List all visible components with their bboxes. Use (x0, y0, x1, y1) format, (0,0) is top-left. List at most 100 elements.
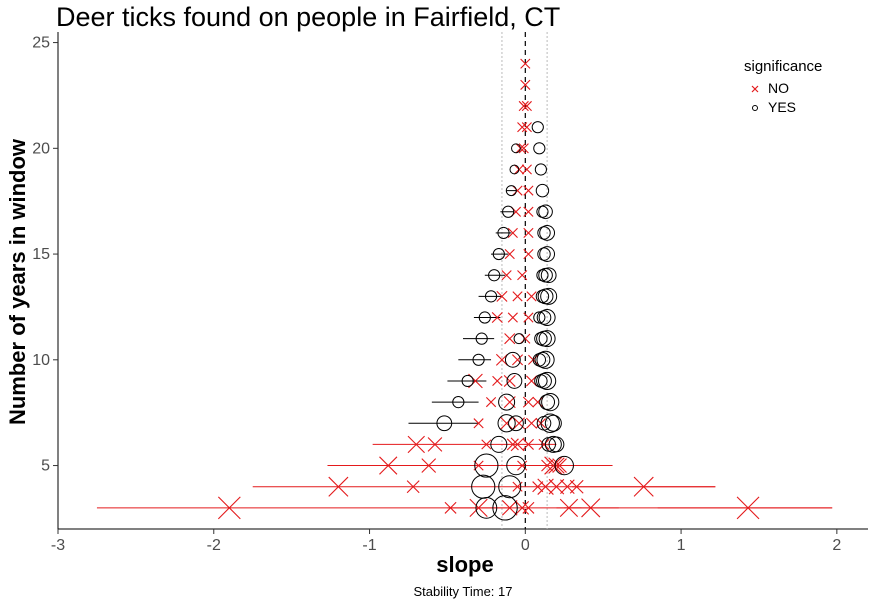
data-point-yes (537, 288, 554, 305)
data-point-no (522, 396, 534, 408)
data-point-yes (536, 350, 555, 369)
legend-title: significance (744, 58, 823, 75)
data-point-yes (504, 351, 521, 368)
circle-marker-icon (752, 104, 758, 111)
legend-label-no: NO (768, 80, 789, 96)
data-point-yes (533, 311, 546, 324)
x-tick-label: -3 (51, 537, 65, 554)
data-point-no (444, 501, 457, 514)
data-point-no (407, 435, 425, 454)
data-point-no (538, 438, 550, 450)
data-point-yes (478, 311, 491, 324)
data-point-yes (513, 333, 525, 345)
data-point-yes (537, 226, 551, 240)
data-point-no (492, 375, 503, 387)
data-point-no (518, 100, 529, 112)
data-point-yes (544, 435, 562, 453)
data-point-no (633, 476, 654, 497)
data-point-yes (548, 436, 565, 453)
data-point-no (496, 290, 508, 302)
x-tick-label: -2 (207, 537, 221, 554)
data-point-yes (511, 143, 521, 154)
data-point-no (503, 374, 516, 387)
data-point-yes (540, 287, 558, 305)
data-point-yes (506, 373, 523, 389)
data-point-yes (509, 164, 520, 175)
data-point-no (469, 498, 488, 517)
data-point-no (520, 58, 531, 69)
data-point-no (522, 438, 534, 450)
x-tick-label: 2 (832, 537, 841, 554)
x-marker-icon (751, 85, 759, 92)
data-point-no (526, 291, 537, 302)
data-point-yes (497, 414, 516, 433)
data-point-yes (538, 309, 556, 327)
data-point-no (518, 143, 529, 154)
data-point-no (520, 333, 531, 344)
data-point-no (523, 185, 534, 196)
data-point-no (523, 248, 534, 260)
data-point-no (521, 122, 532, 133)
data-point-yes (538, 204, 553, 220)
data-point-yes (534, 163, 547, 176)
data-point-no (506, 438, 519, 451)
data-point-yes (506, 455, 526, 476)
data-point-yes (537, 247, 551, 261)
y-tick-label: 5 (41, 458, 50, 475)
data-point-no (569, 479, 584, 494)
data-point-yes (452, 396, 465, 409)
data-point-no (510, 437, 525, 452)
data-point-yes (539, 246, 556, 262)
data-point-yes (508, 415, 524, 432)
data-point-yes (488, 269, 501, 282)
data-point-no (507, 227, 518, 239)
data-point-no (427, 437, 443, 452)
data-point-no (507, 312, 518, 323)
data-point-yes (535, 289, 550, 304)
data-point-yes (474, 453, 499, 478)
data-point-yes (540, 413, 560, 433)
data-point-no (511, 354, 524, 366)
y-tick-label: 20 (32, 140, 50, 157)
data-point-yes (539, 394, 556, 411)
data-point-no (501, 500, 518, 516)
data-point-no (500, 416, 514, 430)
data-point-no (736, 496, 760, 520)
chart-title: Deer ticks found on people in Fairfield,… (56, 2, 561, 32)
data-point-yes (538, 267, 553, 283)
data-point-yes (531, 121, 544, 134)
data-point-no (495, 353, 508, 366)
data-point-no (517, 122, 528, 133)
data-point-no (523, 312, 534, 323)
data-point-yes (533, 142, 546, 155)
data-point-no (485, 397, 497, 408)
data-point-no (473, 418, 484, 429)
data-point-no (548, 457, 565, 474)
data-point-yes (490, 435, 508, 453)
data-point-no (521, 100, 532, 112)
data-point-no (523, 227, 534, 239)
x-tick-label: -1 (362, 537, 376, 554)
data-point-yes (536, 269, 549, 282)
data-point-no (532, 481, 544, 493)
y-tick-label: 10 (32, 352, 50, 369)
data-point-yes (492, 495, 518, 521)
data-point-yes (536, 205, 549, 218)
caption: Stability Time: 17 (413, 584, 513, 599)
legend-item-yes: YES (744, 98, 822, 117)
data-point-no (544, 456, 563, 475)
data-point-yes (436, 415, 453, 432)
data-point-no (481, 439, 492, 450)
data-point-yes (475, 332, 488, 345)
x-axis-label: slope (436, 552, 494, 577)
data-point-no (504, 333, 516, 345)
data-point-yes (498, 475, 522, 499)
x-tick-label: 1 (677, 537, 686, 554)
data-point-yes (498, 393, 516, 411)
data-point-no (517, 460, 528, 471)
data-point-no (520, 79, 531, 90)
data-point-yes (505, 185, 517, 197)
data-point-no (581, 498, 601, 518)
data-point-yes (541, 437, 556, 452)
